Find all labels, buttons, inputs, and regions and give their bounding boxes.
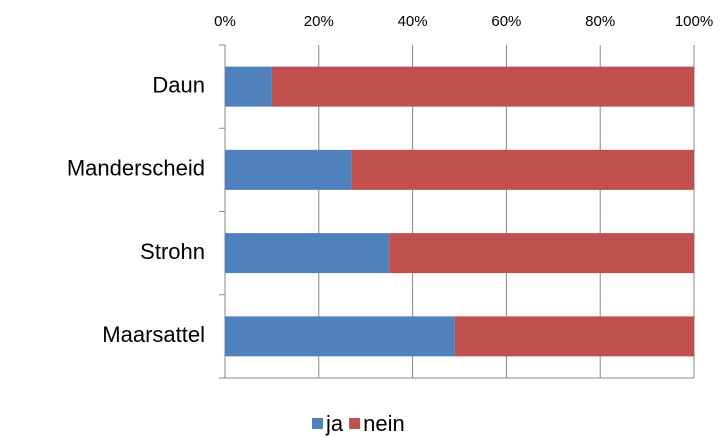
y-tick-label: Manderscheid [67, 156, 205, 181]
bar-segment [389, 233, 694, 274]
legend-label: nein [363, 411, 405, 436]
bar-segment [271, 66, 694, 107]
x-tick-label: 40% [398, 13, 428, 30]
x-tick-label: 20% [304, 13, 334, 30]
x-tick-label: 80% [585, 13, 615, 30]
x-tick-label: 0% [214, 13, 236, 30]
bar-segment [351, 149, 694, 190]
bar-segment [225, 149, 352, 190]
y-tick-label: Daun [152, 72, 205, 97]
y-tick-label: Maarsattel [102, 322, 205, 347]
bar-segment [225, 233, 390, 274]
x-tick-label: 100% [675, 13, 713, 30]
bar-segment [225, 66, 272, 107]
bar-segment [225, 316, 455, 357]
legend-label: ja [325, 411, 344, 436]
x-tick-label: 60% [491, 13, 521, 30]
bar-segment [454, 316, 694, 357]
y-tick-label: Strohn [140, 239, 205, 264]
legend-swatch [349, 418, 361, 429]
legend-swatch [312, 418, 323, 429]
